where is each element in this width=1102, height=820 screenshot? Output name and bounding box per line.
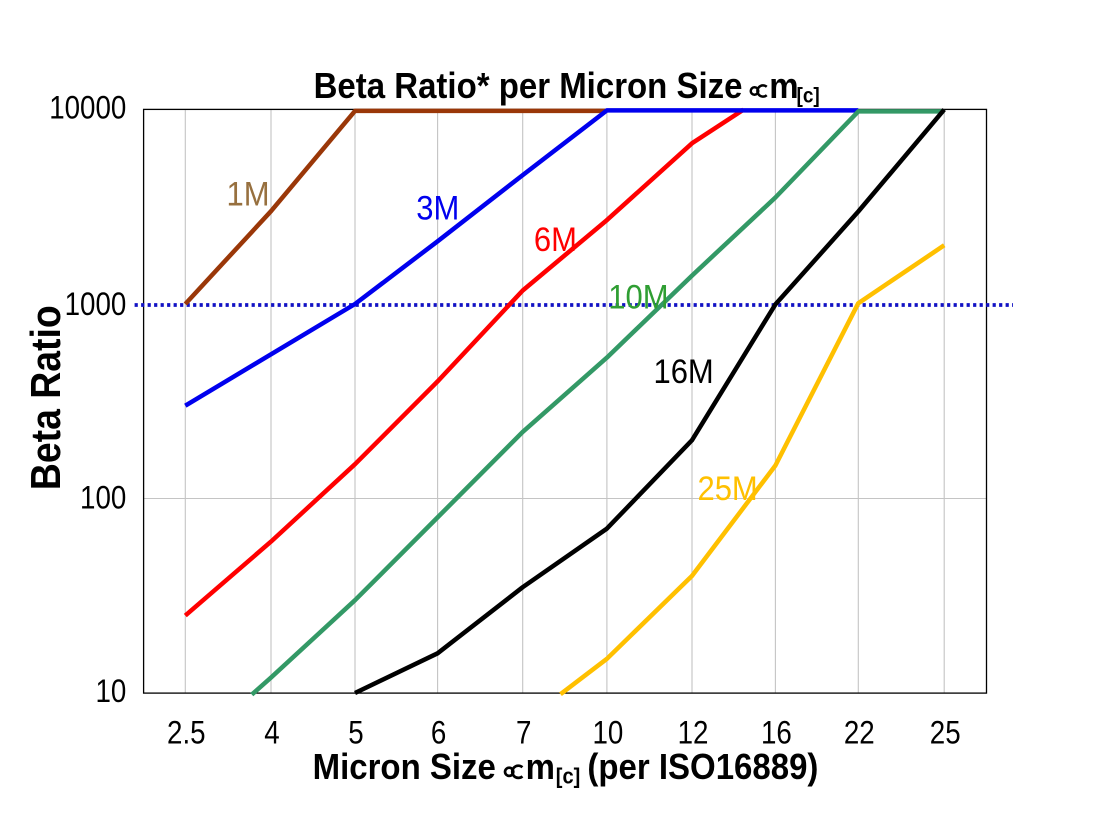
svg-text:10000: 10000 xyxy=(49,90,126,125)
svg-text:1000: 1000 xyxy=(65,287,127,322)
svg-text:Beta Ratio: Beta Ratio xyxy=(23,305,69,490)
svg-text:100: 100 xyxy=(80,480,126,515)
svg-text:10M: 10M xyxy=(608,278,668,316)
svg-text:16: 16 xyxy=(761,715,792,750)
svg-text:(per ISO16889): (per ISO16889) xyxy=(587,748,818,788)
svg-text:5: 5 xyxy=(348,715,363,750)
svg-text:[c]: [c] xyxy=(797,85,820,108)
svg-text:6: 6 xyxy=(431,715,446,750)
svg-text:16M: 16M xyxy=(653,353,713,391)
svg-text:25: 25 xyxy=(930,715,961,750)
svg-text:6M: 6M xyxy=(534,220,577,258)
svg-text:[c]: [c] xyxy=(556,765,580,789)
svg-text:m: m xyxy=(769,66,798,106)
svg-text:4: 4 xyxy=(264,715,279,750)
svg-text:12: 12 xyxy=(678,715,709,750)
svg-text:3M: 3M xyxy=(416,189,459,227)
svg-text:Beta Ratio* per Micron Size: Beta Ratio* per Micron Size xyxy=(314,66,743,106)
svg-text:25M: 25M xyxy=(697,469,757,507)
svg-text:7: 7 xyxy=(516,715,531,750)
svg-text:22: 22 xyxy=(844,715,875,750)
svg-text:2.5: 2.5 xyxy=(167,715,206,750)
svg-text:1M: 1M xyxy=(226,175,269,213)
svg-text:10: 10 xyxy=(95,674,126,709)
svg-text:m: m xyxy=(526,748,555,788)
svg-text:10: 10 xyxy=(592,715,623,750)
svg-text:Micron Size: Micron Size xyxy=(313,748,496,788)
